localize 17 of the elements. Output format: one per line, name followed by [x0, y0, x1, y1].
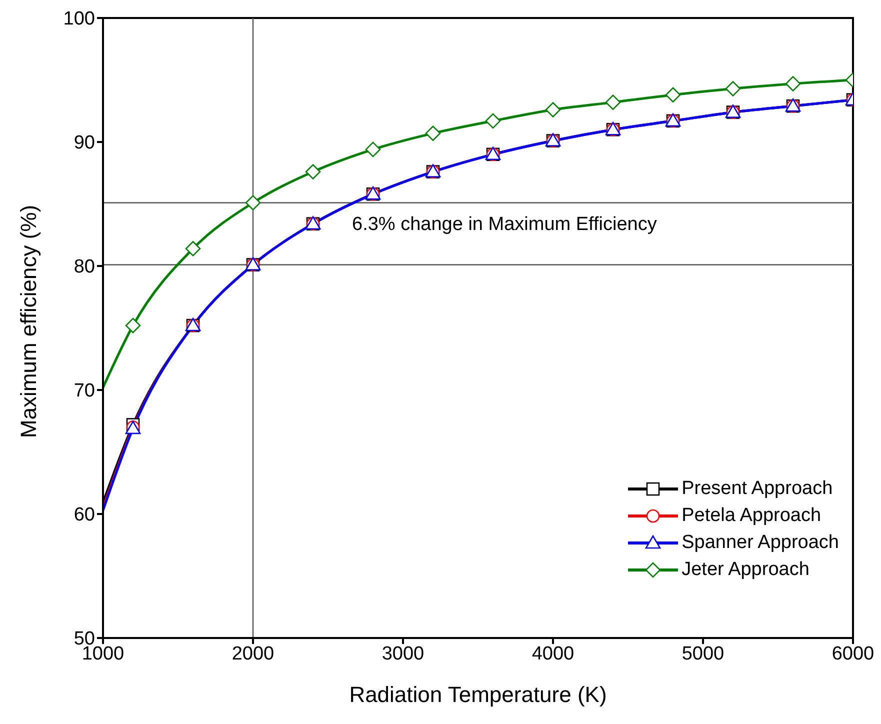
legend-label: Spanner Approach	[682, 532, 839, 554]
x-tick-label: 4000	[532, 643, 574, 664]
x-tick-label: 2000	[232, 643, 274, 664]
annotation: 6.3% change in Maximum Efficiency	[352, 214, 657, 236]
x-tick-label: 6000	[832, 643, 874, 664]
x-tick-label: 5000	[682, 643, 724, 664]
legend-label: Present Approach	[682, 478, 833, 500]
y-tick-label: 100	[63, 8, 95, 30]
legend-label: Petela Approach	[682, 504, 822, 526]
x-tick-label: 3000	[382, 643, 424, 664]
y-tick-label: 70	[74, 380, 95, 402]
y-tick-label: 60	[74, 504, 95, 526]
y-tick-label: 80	[74, 256, 95, 278]
y-tick-label: 90	[74, 132, 95, 154]
x-axis-title: Radiation Temperature (K)	[349, 682, 607, 707]
legend-label: Jeter Approach	[682, 558, 810, 580]
y-axis-title: Maximum efficiency (%)	[16, 204, 41, 438]
